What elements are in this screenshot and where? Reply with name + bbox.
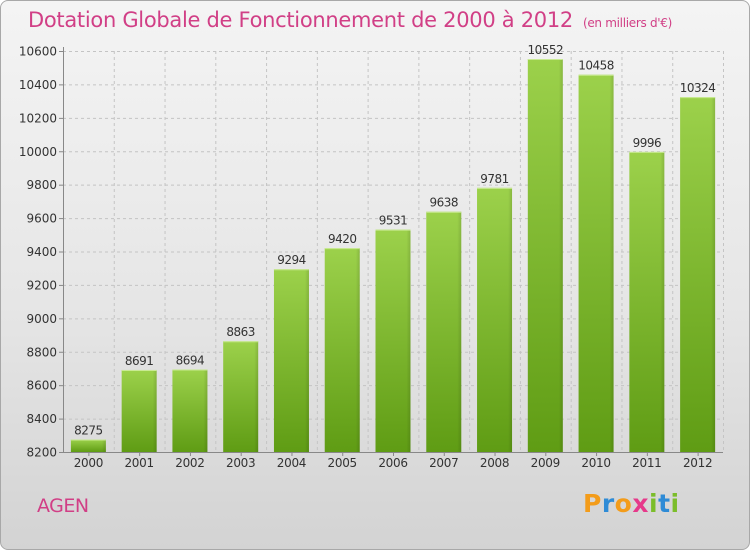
x-tick-label: 2010 <box>581 456 610 470</box>
bar-shade <box>508 187 513 452</box>
x-tick-label: 2003 <box>226 456 255 470</box>
x-tick-label: 2004 <box>277 456 306 470</box>
y-tick-label: 9400 <box>26 245 57 259</box>
x-tick-label: 2005 <box>328 456 357 470</box>
y-tick-label: 10200 <box>19 111 57 125</box>
x-tick-label: 2002 <box>175 456 204 470</box>
bar <box>629 151 665 452</box>
x-tick-label: 2008 <box>480 456 509 470</box>
bar-value-label: 8275 <box>74 423 103 437</box>
bar-shade <box>203 369 208 452</box>
bar-value-label: 10458 <box>578 59 614 73</box>
bar-shade <box>101 439 106 452</box>
y-tick-label: 10400 <box>19 78 57 92</box>
bar-shade <box>660 151 665 452</box>
y-tick-label: 8200 <box>26 446 57 460</box>
bar-value-label: 10324 <box>680 81 716 95</box>
bar-shade <box>355 248 360 452</box>
y-tick-label: 9200 <box>26 278 57 292</box>
logo-letter: i <box>670 489 680 518</box>
y-tick-label: 9600 <box>26 212 57 226</box>
x-tick-label: 2011 <box>632 456 661 470</box>
chart-title: Dotation Globale de Fonctionnement de 20… <box>28 8 672 32</box>
logo-letter: i <box>649 489 659 518</box>
bar-value-label: 9781 <box>480 172 509 186</box>
bar <box>426 211 462 452</box>
bar-value-label: 9996 <box>633 136 662 150</box>
y-tick-label: 9000 <box>26 312 57 326</box>
chart-title-text: Dotation Globale de Fonctionnement de 20… <box>28 8 573 32</box>
bar-value-label: 8863 <box>226 325 255 339</box>
bar-value-label: 9294 <box>277 253 306 267</box>
bar <box>121 369 157 452</box>
bar-shade <box>304 269 309 452</box>
y-tick-label: 10000 <box>19 145 57 159</box>
x-tick-label: 2007 <box>429 456 458 470</box>
bar-shade <box>254 341 259 452</box>
bar-shade <box>406 229 411 452</box>
bar <box>273 269 309 452</box>
x-tick-label: 2001 <box>124 456 153 470</box>
chart-unit-label: (en milliers d'€) <box>582 16 672 30</box>
bar-value-label: 8694 <box>176 353 205 367</box>
logo-letter: x <box>632 489 649 518</box>
x-tick-label: 2012 <box>683 456 712 470</box>
bar-value-label: 8691 <box>125 354 154 368</box>
bar <box>578 74 614 452</box>
bar <box>477 187 513 452</box>
bar <box>680 97 716 453</box>
bar <box>527 59 563 453</box>
y-tick-label: 9800 <box>26 178 57 192</box>
logo-letter: r <box>601 489 615 518</box>
bar-shade <box>152 369 157 452</box>
city-name: AGEN <box>37 495 89 517</box>
label-layer: 8275 8691 8694 8863 9294 9420 9531 9638 9781 1055… <box>74 43 716 437</box>
bar-value-label: 9638 <box>429 196 458 210</box>
bar-shade <box>457 211 462 452</box>
logo-letter: t <box>658 489 671 518</box>
bar-shade <box>558 59 563 453</box>
axis-layer: 8200 8400 8600 8800 9000 9200 9400 9600 9800 1000… <box>19 45 723 470</box>
bar <box>324 248 360 452</box>
bar-value-label: 9531 <box>379 214 408 228</box>
proxiti-logo: Proxiti <box>583 489 680 518</box>
y-tick-label: 8800 <box>26 345 57 359</box>
logo-letter: o <box>614 489 633 518</box>
y-tick-label: 8400 <box>26 412 57 426</box>
bar <box>70 439 106 452</box>
bar-shade <box>711 97 716 453</box>
x-tick-label: 2006 <box>378 456 407 470</box>
y-tick-label: 10600 <box>19 45 57 59</box>
y-tick-label: 8600 <box>26 379 57 393</box>
bar <box>375 229 411 452</box>
bar-shade <box>609 74 614 452</box>
logo-letter: P <box>583 489 602 518</box>
bar <box>172 369 208 452</box>
bar-layer <box>70 59 716 453</box>
x-tick-label: 2000 <box>74 456 103 470</box>
bar-value-label: 9420 <box>328 232 357 246</box>
x-tick-label: 2009 <box>531 456 560 470</box>
bar <box>223 341 259 452</box>
bar-value-label: 10552 <box>527 43 563 57</box>
